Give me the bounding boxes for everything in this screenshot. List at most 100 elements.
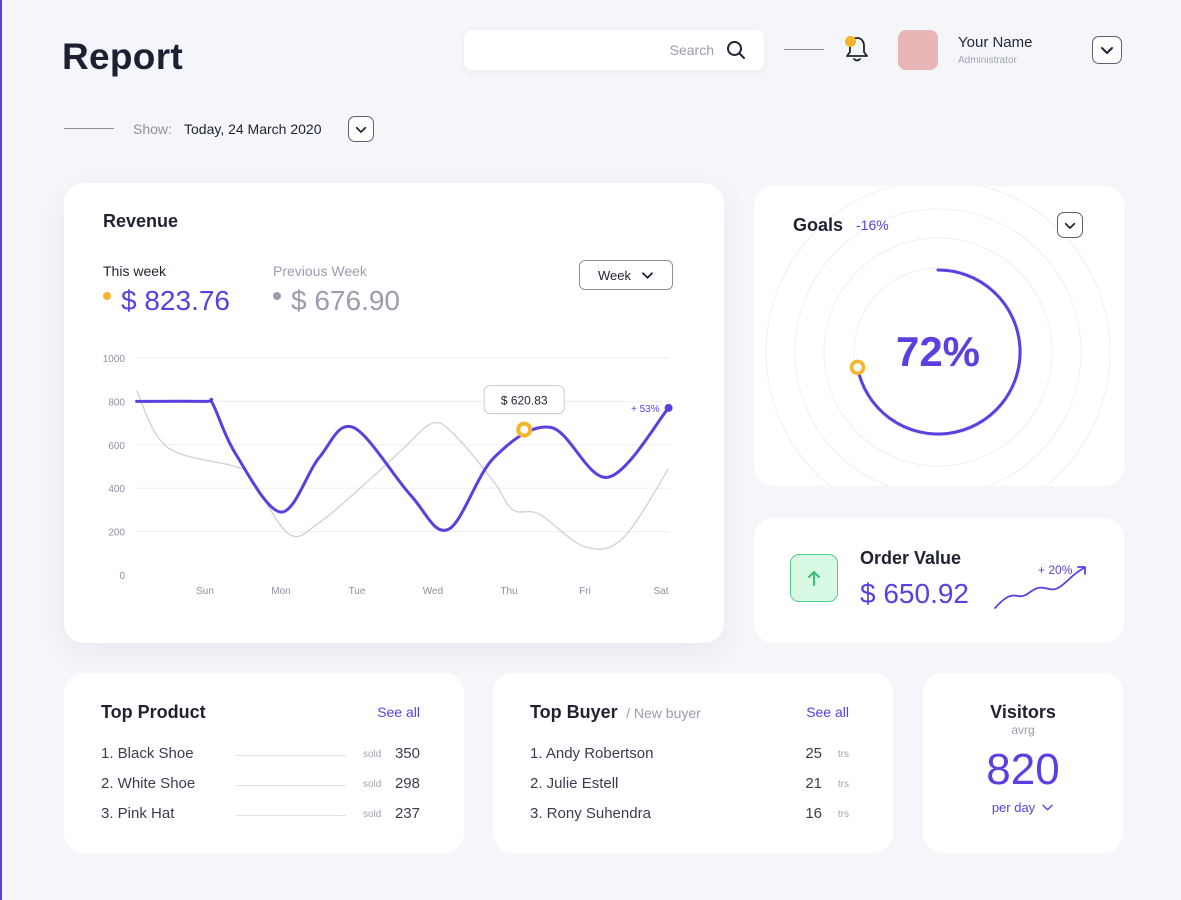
visitors-subtitle: avrg [1011, 723, 1035, 737]
top-product-title: Top Product [101, 702, 206, 722]
visitors-count: 820 [986, 745, 1060, 794]
sold-label: sold [363, 749, 382, 760]
order-value-title: Order Value [860, 548, 962, 568]
visitors-period-select[interactable]: per day [923, 800, 1123, 815]
search-icon[interactable] [726, 40, 746, 60]
buyer-name: 1. Andy Robertson [530, 745, 654, 762]
date-filter-value: Today, 24 March 2020 [184, 121, 322, 137]
search-input[interactable]: Search [669, 42, 714, 58]
buyer-transaction-count: 16 [805, 805, 822, 822]
trend-sparkline [994, 566, 1086, 609]
divider [784, 49, 824, 50]
x-tick-label: Sun [196, 586, 214, 597]
top-product-see-all-link[interactable]: See all [377, 704, 420, 720]
user-role: Administrator [958, 55, 1017, 66]
chart-tooltip: $ 620.83 [483, 385, 565, 415]
tooltip-text: $ 620.83 [501, 394, 548, 408]
product-sold-count: 350 [394, 745, 420, 762]
visitors-card: Visitors avrg 820 per day [923, 673, 1123, 853]
show-label: Show: [133, 121, 172, 137]
list-item: 2. Julie Estell 21 trs [530, 775, 849, 795]
previous-week-dot [273, 292, 281, 300]
avatar[interactable] [898, 30, 938, 70]
previous-week-label: Previous Week [273, 263, 367, 279]
user-menu-button[interactable] [1092, 36, 1122, 64]
search-bar[interactable]: Search [464, 30, 764, 70]
y-tick-label: 400 [108, 484, 125, 495]
y-tick-label: 1000 [103, 354, 126, 365]
top-product-card: Top Product See all 1. Black Shoe sold 3… [64, 673, 464, 853]
chevron-down-icon [1064, 222, 1076, 229]
x-tick-label: Mon [271, 586, 290, 597]
trs-label: trs [837, 779, 849, 790]
goals-title: Goals [793, 215, 844, 235]
x-tick-label: Sat [653, 586, 668, 597]
top-buyer-subtitle: / New buyer [626, 705, 701, 721]
buyer-name: 2. Julie Estell [530, 775, 619, 792]
top-buyer-see-all-link[interactable]: See all [806, 704, 849, 720]
chevron-down-icon [1042, 804, 1053, 811]
x-tick-label: Thu [500, 586, 517, 597]
chevron-down-icon [642, 271, 653, 279]
buyer-name: 3. Rony Suhendra [530, 805, 651, 822]
list-item: 3. Rony Suhendra 16 trs [530, 805, 849, 825]
x-tick-label: Tue [349, 586, 366, 597]
goals-card: Goals -16% 72% [754, 186, 1124, 486]
y-tick-label: 600 [108, 441, 125, 452]
this-week-value: $ 823.76 [121, 285, 230, 316]
order-value-change: + 20% [1038, 563, 1073, 577]
product-sold-count: 298 [394, 775, 420, 792]
revenue-title: Revenue [103, 211, 179, 231]
visitors-period-label: per day [991, 800, 1036, 815]
y-tick-label: 200 [108, 528, 125, 539]
top-buyer-card: Top Buyer / New buyer See all 1. Andy Ro… [493, 673, 893, 853]
list-item: 3. Pink Hat sold 237 [101, 805, 420, 825]
highlight-point [516, 421, 533, 438]
this-week-dot [103, 292, 111, 300]
chevron-down-icon [355, 126, 367, 133]
buyer-transaction-count: 25 [805, 745, 822, 762]
order-value-card: Order Value $ 650.92 + 20% [754, 518, 1124, 643]
goals-menu-button[interactable] [1057, 212, 1083, 238]
period-select[interactable]: Week [579, 260, 673, 290]
this-week-line [135, 397, 671, 532]
revenue-card: Revenue This week $ 823.76 Previous Week… [64, 183, 724, 643]
product-sold-count: 237 [394, 805, 420, 822]
goals-rings [765, 186, 1111, 486]
goals-change: -16% [856, 217, 889, 233]
x-tick-label: Fri [579, 586, 591, 597]
top-buyer-heading: Top Buyer / New buyer [530, 702, 701, 723]
date-filter-button[interactable] [348, 116, 374, 142]
arrow-up-icon [808, 571, 820, 586]
page-title: Report [62, 36, 184, 77]
order-value-amount: $ 650.92 [860, 578, 969, 609]
trs-label: trs [837, 749, 849, 760]
user-name: Your Name [958, 34, 1033, 51]
x-tick-label: Wed [423, 586, 443, 597]
order-value-indicator [790, 554, 838, 602]
trs-label: trs [837, 809, 849, 820]
divider [64, 128, 114, 129]
change-label: + 53% [631, 404, 660, 415]
y-tick-label: 800 [108, 397, 125, 408]
top-buyer-title: Top Buyer [530, 702, 618, 722]
product-name: 1. Black Shoe [101, 745, 194, 762]
notification-dot [845, 36, 856, 47]
list-item: 1. Andy Robertson 25 trs [530, 745, 849, 765]
buyer-transaction-count: 21 [805, 775, 822, 792]
goals-percent: 72% [895, 328, 981, 375]
goal-progress-arc [856, 268, 1022, 436]
divider [236, 815, 346, 816]
sold-label: sold [363, 809, 382, 820]
list-item: 2. White Shoe sold 298 [101, 775, 420, 795]
chevron-down-icon [1101, 47, 1113, 54]
this-week-label: This week [103, 263, 167, 279]
sold-label: sold [363, 779, 382, 790]
goal-progress-point [849, 359, 866, 376]
divider [236, 785, 346, 786]
list-item: 1. Black Shoe sold 350 [101, 745, 420, 765]
end-point [664, 403, 673, 412]
product-name: 3. Pink Hat [101, 805, 175, 822]
previous-week-value: $ 676.90 [291, 285, 400, 316]
